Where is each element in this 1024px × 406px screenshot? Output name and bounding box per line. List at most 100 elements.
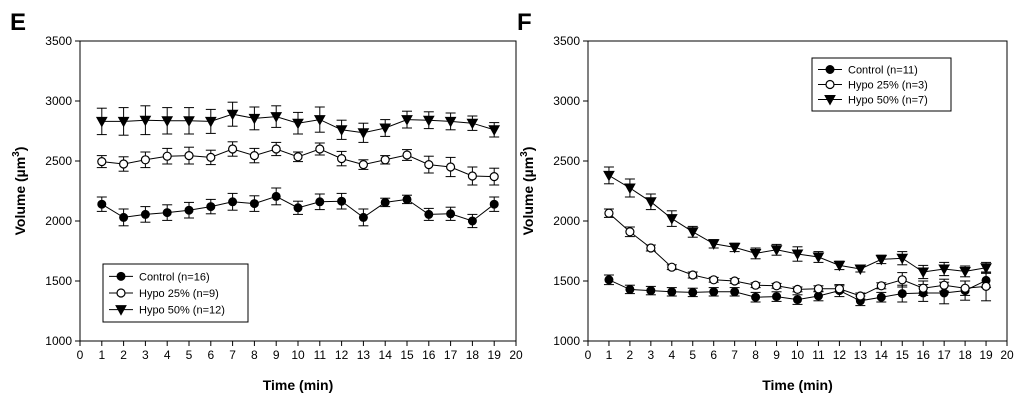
x-tick-label: 3 [142, 348, 149, 362]
x-tick-label: 15 [400, 348, 414, 362]
data-point [624, 183, 636, 195]
data-point [424, 160, 434, 170]
data-point [467, 216, 477, 226]
data-point [358, 212, 368, 222]
data-point [833, 260, 846, 272]
x-tick-label: 14 [875, 348, 889, 362]
data-point [444, 116, 457, 128]
data-point [335, 125, 348, 136]
data-point [139, 115, 152, 127]
data-point [293, 203, 303, 213]
data-point [228, 197, 238, 207]
data-point [667, 262, 677, 272]
data-point [959, 266, 971, 278]
x-tick-label: 3 [648, 348, 655, 362]
data-point [813, 284, 824, 294]
data-point [793, 295, 802, 305]
data-point [271, 191, 281, 201]
y-tick-label: 2000 [553, 214, 580, 228]
data-point [688, 287, 698, 297]
x-tick-label: 10 [791, 348, 805, 362]
series-2 [603, 208, 992, 302]
panel-label: F [517, 9, 532, 36]
data-point [980, 263, 992, 274]
data-point [728, 242, 741, 254]
data-point [855, 291, 865, 301]
x-tick-label: 5 [689, 348, 696, 362]
data-point [422, 115, 435, 127]
data-point [162, 208, 172, 218]
data-point [709, 287, 719, 297]
data-point [646, 286, 656, 296]
data-point [206, 152, 216, 162]
data-point [446, 162, 456, 172]
data-point [812, 252, 825, 264]
data-point [489, 172, 499, 182]
data-point [249, 199, 259, 209]
y-tick-label: 2000 [45, 214, 72, 228]
data-point [380, 155, 390, 165]
data-point [834, 284, 845, 294]
data-point [603, 170, 615, 182]
data-point [162, 151, 172, 161]
y-axis-label: Volume (µm3) [11, 147, 28, 236]
legend-label: Hypo 50% (n=12) [139, 305, 225, 317]
data-point [248, 113, 261, 125]
x-tick-label: 6 [710, 348, 717, 362]
data-point [446, 209, 456, 219]
y-tick-label: 2500 [45, 154, 72, 168]
x-tick-label: 18 [466, 348, 480, 362]
x-axis-label: Time (min) [263, 377, 334, 393]
y-tick-label: 1500 [45, 274, 72, 288]
data-point [939, 280, 949, 290]
x-tick-label: 4 [668, 348, 675, 362]
data-point [249, 151, 259, 161]
data-point [204, 116, 217, 128]
x-tick-label: 2 [120, 348, 127, 362]
series-3 [603, 166, 992, 280]
x-tick-label: 0 [585, 348, 592, 362]
legend-label: Control (n=16) [139, 271, 210, 283]
data-point [625, 227, 635, 237]
data-point [730, 276, 740, 286]
x-tick-label: 8 [251, 348, 258, 362]
data-point [271, 144, 281, 154]
data-point [270, 112, 283, 123]
data-point [467, 171, 477, 181]
data-point [750, 280, 761, 290]
x-tick-label: 6 [207, 348, 214, 362]
legend-label: Hypo 25% (n=9) [139, 288, 219, 300]
x-tick-label: 8 [752, 348, 759, 362]
data-point [140, 155, 150, 165]
data-point [119, 212, 129, 222]
data-point [292, 118, 304, 130]
legend-marker [825, 79, 835, 90]
legend: Control (n=16) Hypo 25% (n=9) Hypo 50% (n=… [102, 263, 249, 323]
x-tick-label: 11 [812, 348, 825, 362]
data-point [293, 152, 303, 162]
x-tick-label: 12 [833, 348, 847, 362]
data-point [424, 209, 434, 219]
x-tick-label: 12 [335, 348, 349, 362]
data-point [981, 281, 991, 291]
x-tick-label: 9 [273, 348, 280, 362]
data-point [938, 264, 950, 276]
data-point [161, 116, 174, 127]
x-tick-label: 17 [937, 348, 951, 362]
data-point [489, 199, 499, 209]
data-point [97, 157, 107, 167]
y-axis-label: Volume (µm3) [519, 147, 536, 236]
legend-marker [115, 305, 127, 316]
legend-marker [825, 65, 835, 74]
x-tick-label: 9 [773, 348, 780, 362]
data-point [688, 270, 698, 280]
y-tick-label: 3500 [553, 34, 580, 48]
data-point [95, 116, 108, 128]
x-tick-label: 16 [917, 348, 931, 362]
data-point [337, 154, 347, 164]
data-point [401, 115, 413, 126]
data-point [854, 264, 867, 276]
data-point [875, 254, 888, 266]
data-point [896, 253, 909, 265]
